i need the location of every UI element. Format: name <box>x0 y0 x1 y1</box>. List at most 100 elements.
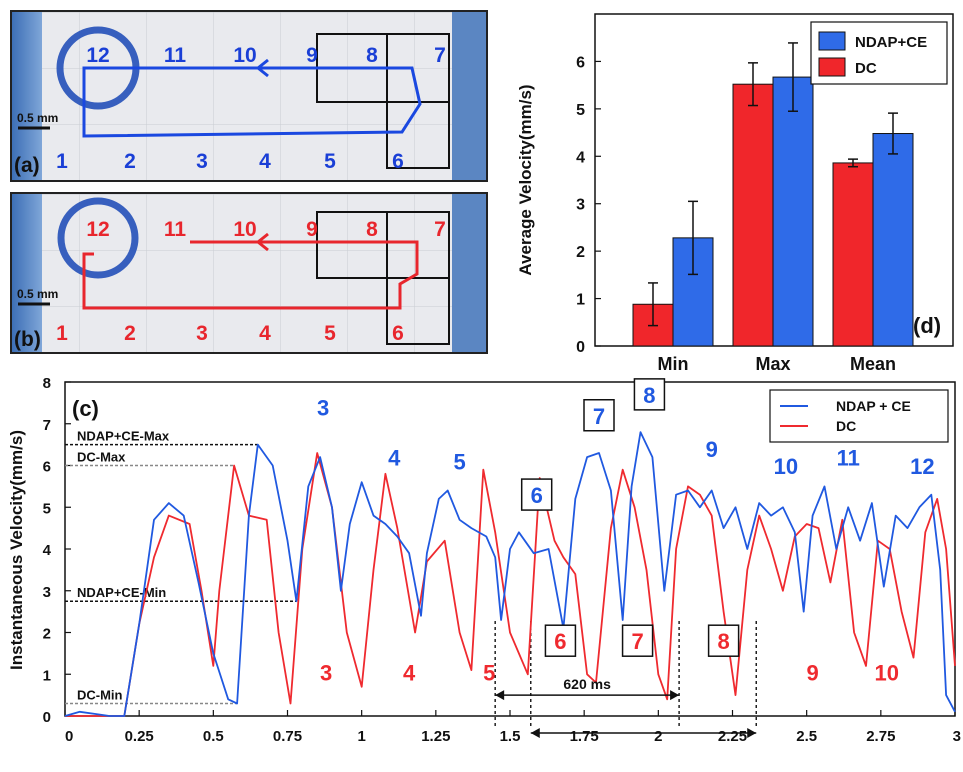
red-annotation-label: 8 <box>717 629 729 654</box>
bar-chart-y-label: Average Velocity(mm/s) <box>516 84 535 275</box>
photo-a-bottom-number-1: 1 <box>56 150 68 173</box>
blue-annotation-label: 9 <box>706 437 718 462</box>
photo-b-bottom-number-6: 6 <box>392 322 404 345</box>
photo-b-top-number-10: 10 <box>233 218 256 241</box>
line-legend-label-ndap-ce: NDAP + CE <box>836 398 911 414</box>
line-chart-interval: 620 ms <box>495 676 757 738</box>
blue-annotation-label: 4 <box>388 446 401 471</box>
photo-a-panel-label: (a) <box>14 154 40 177</box>
series-line-dc <box>65 452 956 717</box>
photo-a-bottom-numbers: 1 2 3 4 5 6 <box>56 150 404 173</box>
blue-annotation-label: 6 <box>531 483 543 508</box>
line-chart-x-tick-label: 1.25 <box>421 728 450 745</box>
photo-b-top-number-8: 8 <box>366 218 378 241</box>
red-annotation-label: 7 <box>631 629 643 654</box>
bar-chart-bars <box>632 42 914 347</box>
blue-annotation-label: 10 <box>774 454 798 479</box>
bar-dc-mean <box>832 162 874 347</box>
photo-b-scale-label: 0.5 mm <box>17 287 58 301</box>
line-chart-x-tick-label: 2.75 <box>866 728 895 745</box>
line-chart-y-tick-label: 0 <box>43 709 51 726</box>
red-annotation-label: 5 <box>483 661 495 686</box>
line-chart-y-tick-label: 1 <box>43 667 51 684</box>
bar-chart-y-tick-label: 0 <box>576 339 585 356</box>
photo-a-bottom-number-3: 3 <box>196 150 208 173</box>
red-annotation-box <box>544 624 577 657</box>
bar-chart-y-tick-label: 2 <box>576 244 585 261</box>
red-annotation-label: 6 <box>554 629 566 654</box>
reference-line-label: NDAP+CE-Max <box>77 429 170 444</box>
bar-legend-label-dc: DC <box>855 60 877 77</box>
red-annotation-label: 3 <box>320 661 332 686</box>
photo-b-bottom-number-1: 1 <box>56 322 68 345</box>
line-chart-x-tick-label: 0.75 <box>273 728 302 745</box>
blue-annotation-label: 5 <box>453 450 465 475</box>
bar-chart-y-tick-label: 5 <box>576 102 585 119</box>
photo-a-top-number-10: 10 <box>233 44 256 67</box>
red-annotation-label: 10 <box>875 661 899 686</box>
bar-chart-x-tick-label-max: Max <box>755 354 790 372</box>
line-chart-y-tick-label: 8 <box>43 375 51 392</box>
bar-chart-legend: NDAP+CE DC <box>810 21 948 85</box>
photo-a-top-number-9: 9 <box>306 44 318 67</box>
line-chart-x-tick-label: 1 <box>357 728 365 745</box>
line-chart-y-tick-label: 2 <box>43 626 51 643</box>
bar-legend-swatch-ndap-ce <box>818 31 846 51</box>
photo-b-trajectory <box>82 240 419 310</box>
photo-b-panel-label: (b) <box>14 328 41 351</box>
bar-chart-y-ticks: 0 1 2 3 4 5 6 <box>576 54 601 356</box>
bar-chart-x-tick-label-min: Min <box>658 354 689 372</box>
photo-b-top-numbers: 12 11 10 9 8 7 <box>86 218 446 241</box>
series-line-ndap-ce <box>64 431 956 717</box>
blue-annotation-box <box>583 399 615 432</box>
photo-a-scale-label: 0.5 mm <box>17 111 58 125</box>
red-annotation-label: 4 <box>403 661 416 686</box>
photo-a-top-number-11: 11 <box>164 44 187 67</box>
line-chart-x-tick-label: 2 <box>654 728 662 745</box>
line-chart-x-tick-label: 3 <box>953 728 961 745</box>
line-chart-x-tick-label: 2.25 <box>718 728 747 745</box>
photo-a-right-edge <box>452 12 486 180</box>
photo-a-trajectory <box>82 66 422 138</box>
photo-b-top-number-9: 9 <box>306 218 318 241</box>
bar-chart-d: 0 1 2 3 4 5 6 Min Max Mean Average Velocity(mm/s… <box>516 13 954 372</box>
photo-b-top-number-7: 7 <box>434 218 446 241</box>
bar-legend-swatch-dc <box>818 57 846 77</box>
bar-dc-max <box>732 83 774 347</box>
photo-a-arrow <box>257 58 270 78</box>
line-chart-y-tick-label: 4 <box>43 542 52 559</box>
line-chart-y-label: Instantaneous Velocity(mm/s) <box>7 430 26 670</box>
line-chart-y-tick-label: 5 <box>43 500 51 517</box>
reference-line-label: NDAP+CE-Min <box>77 585 166 600</box>
line-chart-x-tick-label: 2.5 <box>796 728 817 745</box>
reference-line-label: DC-Max <box>77 450 126 465</box>
red-annotation-label: 9 <box>806 661 818 686</box>
photo-a-top-numbers: 12 11 10 9 8 7 <box>86 44 446 67</box>
red-annotation-box <box>621 624 654 657</box>
line-chart-x-tick-label: 1.5 <box>500 728 521 745</box>
interval-label: 620 ms <box>563 676 611 692</box>
reference-line-label: DC-Min <box>77 687 123 702</box>
photo-b-bottom-number-3: 3 <box>196 322 208 345</box>
photo-b-top-number-12: 12 <box>86 218 109 241</box>
photo-b-top-number-11: 11 <box>164 218 187 241</box>
red-annotation-box <box>707 624 740 657</box>
blue-annotation-label: 8 <box>643 383 655 408</box>
blue-annotation-label: 12 <box>910 454 934 479</box>
photo-b-right-edge <box>452 194 486 352</box>
line-chart-reference-lines: NDAP+CE-Max DC-Max NDAP+CE-Min DC-Min <box>65 429 297 705</box>
photo-b-bottom-number-5: 5 <box>324 322 336 345</box>
line-chart-series <box>64 431 956 717</box>
line-chart-x-tick-label: 0 <box>65 728 73 745</box>
blue-annotation-label: 3 <box>317 395 329 420</box>
photo-b-inlet-circle <box>57 197 139 279</box>
photo-a-top-number-7: 7 <box>434 44 446 67</box>
bar-ndap-ce-max <box>772 76 814 347</box>
bar-chart-x-tick-label-mean: Mean <box>850 354 896 372</box>
photo-a-bottom-number-2: 2 <box>124 150 136 173</box>
photo-b-bottom-number-2: 2 <box>124 322 136 345</box>
